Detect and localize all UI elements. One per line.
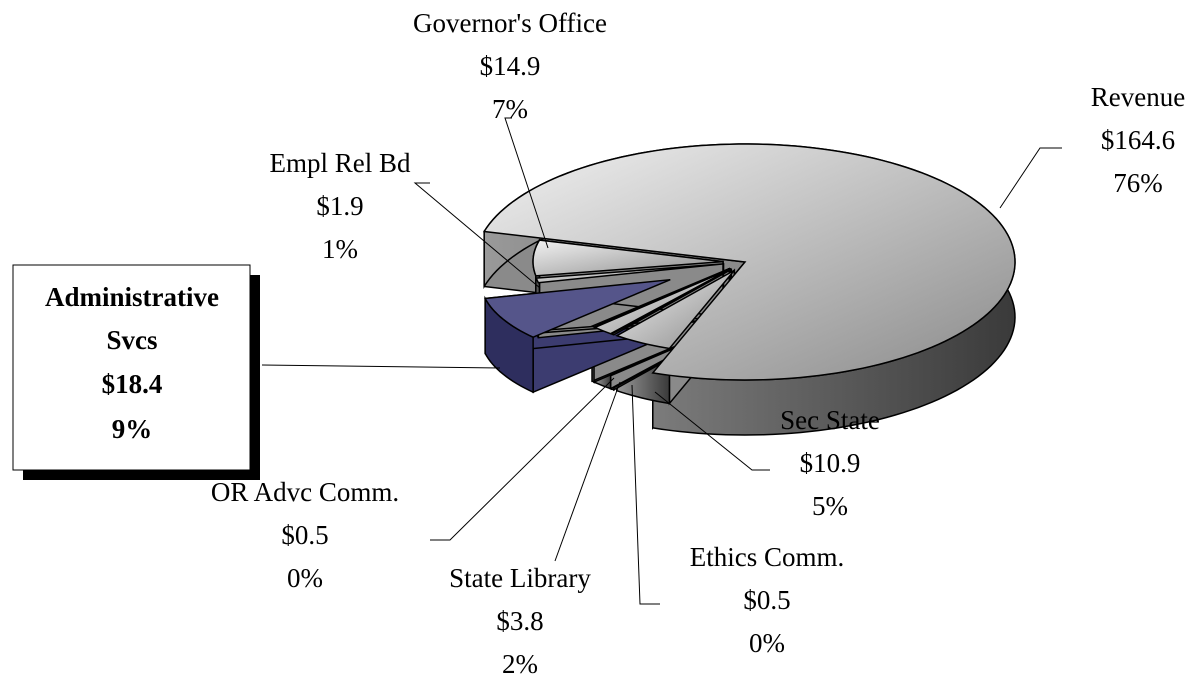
percent-label: 0% — [287, 563, 323, 593]
value-label: $0.5 — [281, 520, 328, 550]
slice — [532, 239, 724, 277]
slice-label: OR Advc Comm. — [211, 477, 399, 507]
leader-line — [999, 147, 1062, 209]
slice — [535, 263, 724, 284]
slice-label: Revenue — [1091, 82, 1185, 112]
value-label: $3.8 — [496, 606, 543, 636]
label-box — [12, 264, 251, 471]
slice — [482, 143, 1016, 381]
percent-label: 0% — [749, 628, 785, 658]
slice-label: Empl Rel Bd — [270, 148, 411, 178]
value-label: $14.9 — [480, 51, 541, 81]
leader-line — [430, 377, 615, 541]
slice — [615, 269, 735, 350]
value-label: $10.9 — [800, 448, 861, 478]
slice — [483, 278, 671, 338]
slice-label: Governor's Office — [413, 8, 607, 38]
percent-label: 7% — [492, 94, 528, 124]
leader-line — [261, 364, 501, 369]
slice-label: Administrative Svcs — [45, 282, 219, 355]
slice — [609, 268, 732, 336]
slice-label: Sec State — [780, 405, 880, 435]
value-label: $164.6 — [1101, 125, 1175, 155]
percent-label: 2% — [502, 649, 538, 679]
percent-label: 5% — [812, 491, 848, 521]
leader-line — [504, 117, 549, 249]
leader-line — [413, 182, 541, 289]
value-label: $1.9 — [316, 191, 363, 221]
slice-label: Ethics Comm. — [690, 542, 845, 572]
leader-line — [631, 384, 660, 605]
slice-label: State Library — [449, 563, 591, 593]
percent-label: 76% — [1113, 168, 1163, 198]
percent-label: 9% — [112, 414, 153, 444]
value-label: $18.4 — [102, 369, 163, 399]
slice — [593, 268, 731, 335]
slice — [590, 268, 730, 328]
percent-label: 1% — [322, 234, 358, 264]
value-label: $0.5 — [743, 585, 790, 615]
leader-line — [654, 391, 770, 471]
leader-line — [554, 381, 621, 562]
